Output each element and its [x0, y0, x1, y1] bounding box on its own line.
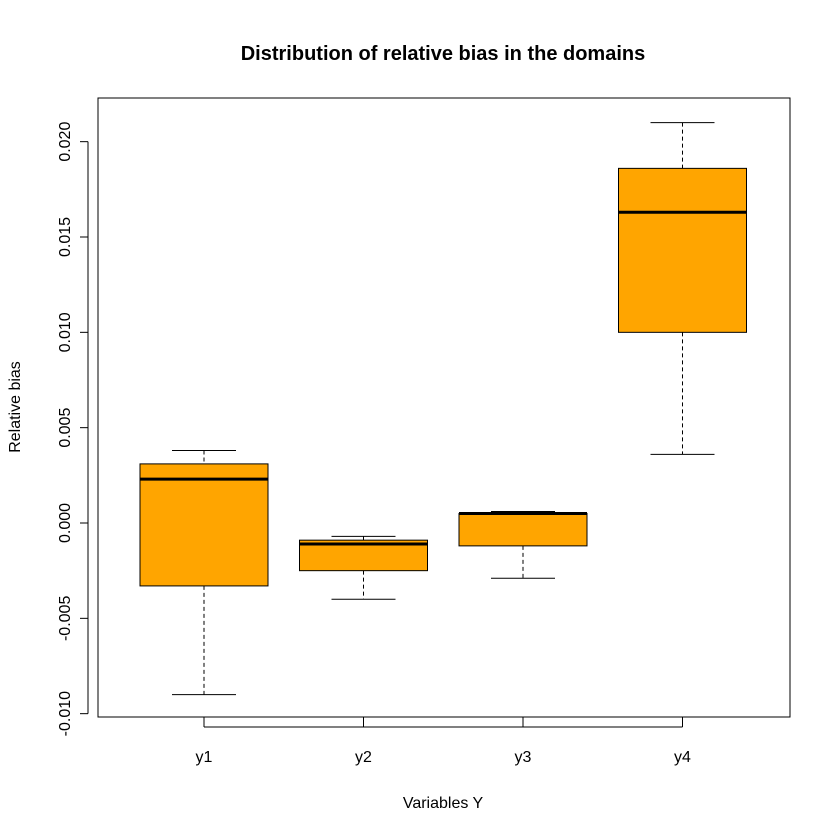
plot-frame	[97, 97, 791, 718]
y-tick-label: 0.010	[57, 312, 74, 352]
box-y4	[618, 122, 747, 455]
box-y3	[458, 511, 588, 579]
y-tick-label: -0.005	[57, 596, 74, 641]
chart-title: Distribution of relative bias in the dom…	[241, 43, 646, 65]
iqr-box	[458, 512, 588, 547]
iqr-box	[139, 463, 269, 587]
box-y1	[139, 450, 269, 696]
x-tick-label: y1	[196, 749, 213, 766]
x-tick-label: y4	[674, 749, 691, 766]
boxes	[139, 122, 747, 696]
y-axis-label: Relative bias	[7, 361, 24, 453]
x-tick-label: y3	[515, 749, 532, 766]
box-y2	[299, 535, 428, 600]
y-tick-label: 0.000	[57, 503, 74, 543]
y-tick-label: 0.015	[57, 217, 74, 257]
y-tick-label: 0.005	[57, 408, 74, 448]
x-axis-label: Variables Y	[403, 795, 484, 812]
iqr-box	[618, 167, 747, 333]
y-tick-label: -0.010	[57, 691, 74, 736]
y-tick-label: 0.020	[57, 122, 74, 162]
y-axis: -0.010 -0.005 0.000 0.005 0.010 0.015 0.020	[57, 122, 89, 736]
x-tick-label: y2	[355, 749, 372, 766]
x-axis: y1 y2 y3 y4	[196, 717, 691, 766]
